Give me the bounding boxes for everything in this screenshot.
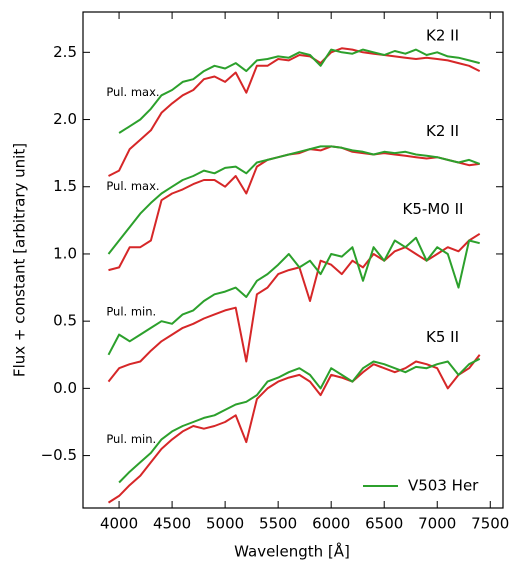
- spectrum-line: [107, 145, 481, 255]
- x-tick-label: 7500: [471, 515, 509, 533]
- annotation: K2 II: [426, 122, 459, 140]
- y-tick-label: 1.0: [53, 244, 77, 262]
- annotation: K5-M0 II: [403, 200, 464, 218]
- spectrum-line: [107, 232, 481, 383]
- x-tick-label: 6500: [365, 515, 403, 533]
- spectrum-line: [107, 236, 480, 356]
- y-tick-label: 0.5: [53, 312, 77, 330]
- spectrum-line: [118, 48, 480, 134]
- annotation: Pul. max.: [106, 85, 159, 99]
- y-tick-label: 0.0: [53, 379, 77, 397]
- annotation: Pul. min.: [106, 432, 156, 446]
- y-axis-label: Flux + constant [arbitrary unit]: [11, 143, 29, 377]
- annotation: Pul. max.: [106, 179, 159, 193]
- plot-frame: [82, 11, 504, 509]
- x-tick-label: 4500: [153, 515, 191, 533]
- annotation: K5 II: [426, 328, 459, 346]
- y-tick-label: 1.5: [53, 177, 77, 195]
- x-tick-label: 6000: [312, 515, 350, 533]
- x-tick-label: 4000: [100, 515, 138, 533]
- annotation: K2 II: [426, 27, 459, 45]
- x-axis-label: Wavelength [Å]: [234, 542, 350, 561]
- annotation: Pul. min.: [106, 304, 156, 318]
- x-tick-label: 7000: [418, 515, 456, 533]
- x-tick-label: 5500: [259, 515, 297, 533]
- spectrum-line: [107, 354, 481, 504]
- spectrum-line: [108, 47, 481, 177]
- y-tick-label: 2.0: [53, 110, 77, 128]
- y-tick-label: −0.5: [41, 446, 77, 464]
- spectrum-line: [118, 357, 481, 484]
- y-tick-label: 2.5: [53, 43, 77, 61]
- x-tick-label: 5000: [206, 515, 244, 533]
- legend-label: V503 Her: [408, 477, 479, 495]
